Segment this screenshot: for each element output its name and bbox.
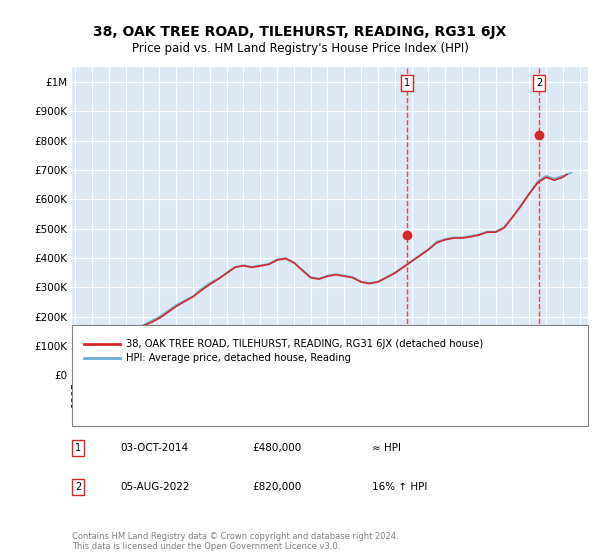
Text: 2: 2 (536, 78, 542, 87)
Text: 05-AUG-2022: 05-AUG-2022 (120, 482, 190, 492)
Text: 38, OAK TREE ROAD, TILEHURST, READING, RG31 6JX: 38, OAK TREE ROAD, TILEHURST, READING, R… (94, 25, 506, 39)
Text: 1: 1 (75, 443, 81, 453)
Text: 38, OAK TREE ROAD, TILEHURST, READING, RG31 6JX (detached house): 38, OAK TREE ROAD, TILEHURST, READING, R… (126, 339, 483, 349)
Text: 16% ↑ HPI: 16% ↑ HPI (372, 482, 427, 492)
Text: ≈ HPI: ≈ HPI (372, 443, 401, 453)
Text: HPI: Average price, detached house, Reading: HPI: Average price, detached house, Read… (126, 353, 351, 363)
Text: 1: 1 (404, 78, 410, 87)
Text: Contains HM Land Registry data © Crown copyright and database right 2024.
This d: Contains HM Land Registry data © Crown c… (72, 532, 398, 552)
Text: £820,000: £820,000 (252, 482, 301, 492)
Text: 2: 2 (75, 482, 81, 492)
Text: 03-OCT-2014: 03-OCT-2014 (120, 443, 188, 453)
Text: Price paid vs. HM Land Registry's House Price Index (HPI): Price paid vs. HM Land Registry's House … (131, 42, 469, 55)
Text: £480,000: £480,000 (252, 443, 301, 453)
